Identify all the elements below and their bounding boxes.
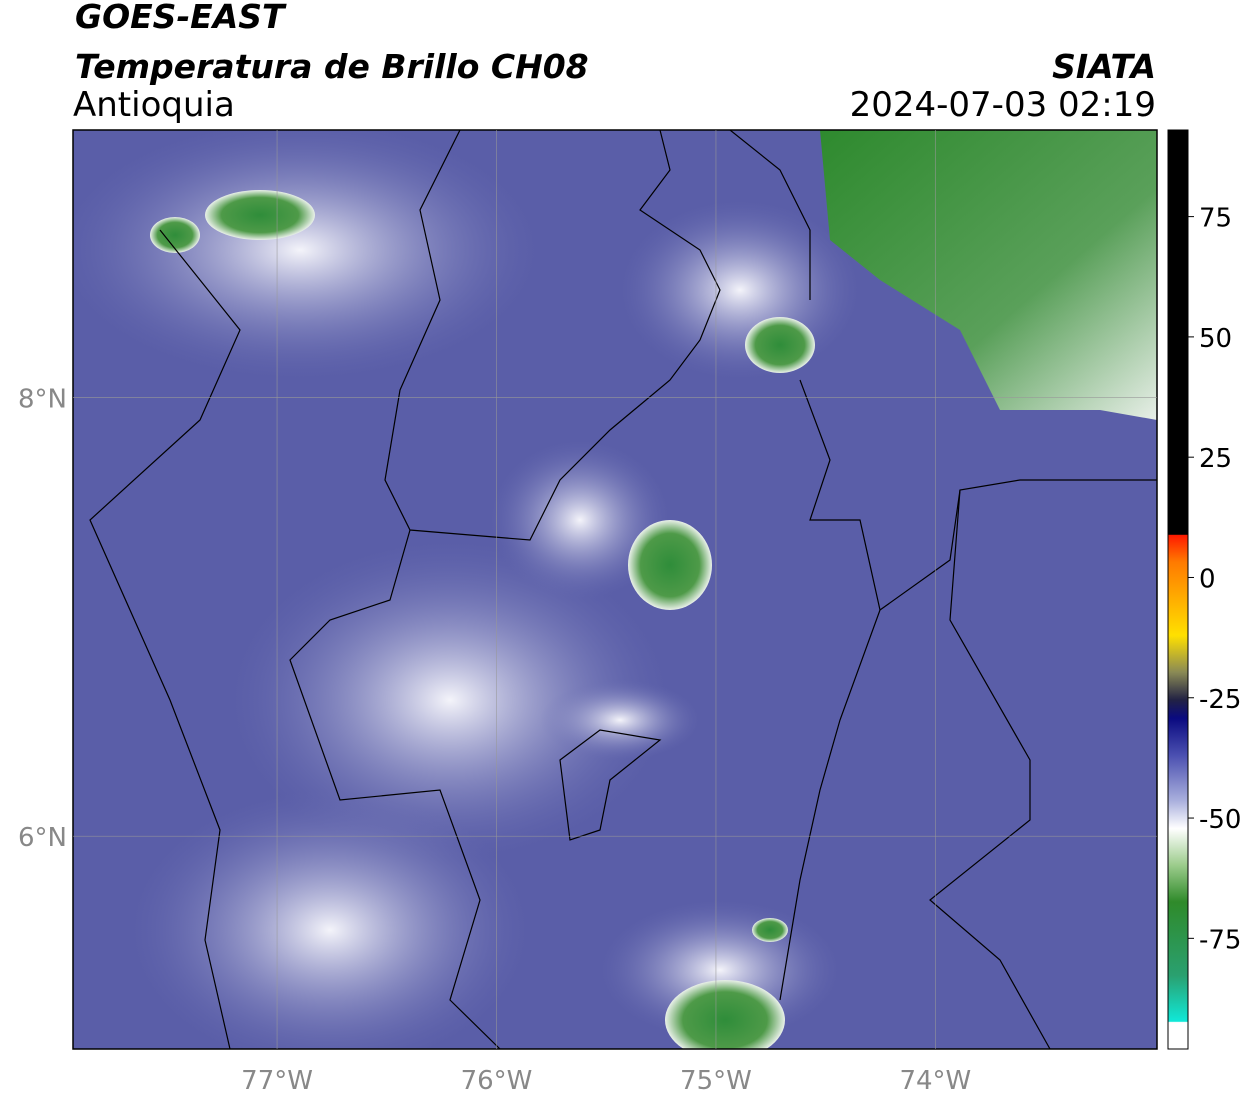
x-tick-label: 77°W — [241, 1066, 313, 1096]
x-tick-label: 76°W — [461, 1066, 533, 1096]
colorbar-tick-label: -75 — [1199, 925, 1241, 955]
colorbar-tick-label: 50 — [1199, 324, 1232, 354]
satellite: GOES-EAST — [75, 0, 287, 36]
product: Temperatura de Brillo CH08 — [75, 47, 589, 86]
y-tick-label: 6°N — [18, 823, 67, 853]
source: SIATA — [1052, 47, 1156, 86]
colorbar-tick-label: 25 — [1199, 444, 1232, 474]
x-tick-label: 74°W — [899, 1066, 971, 1096]
colorbar-tick-label: 0 — [1199, 564, 1216, 594]
datetime: 2024-07-03 02:19 — [850, 85, 1156, 125]
map-image — [73, 130, 1157, 1049]
colorbar — [1167, 129, 1189, 1050]
colorbar-tick-label: -25 — [1199, 685, 1241, 715]
y-tick-label: 8°N — [18, 385, 67, 415]
x-tick-label: 75°W — [680, 1066, 752, 1096]
map-frame — [72, 129, 1158, 1050]
region: Antioquia — [73, 85, 235, 125]
colorbar-tick-label: 75 — [1199, 204, 1232, 234]
colorbar-tick-label: -50 — [1199, 805, 1241, 835]
